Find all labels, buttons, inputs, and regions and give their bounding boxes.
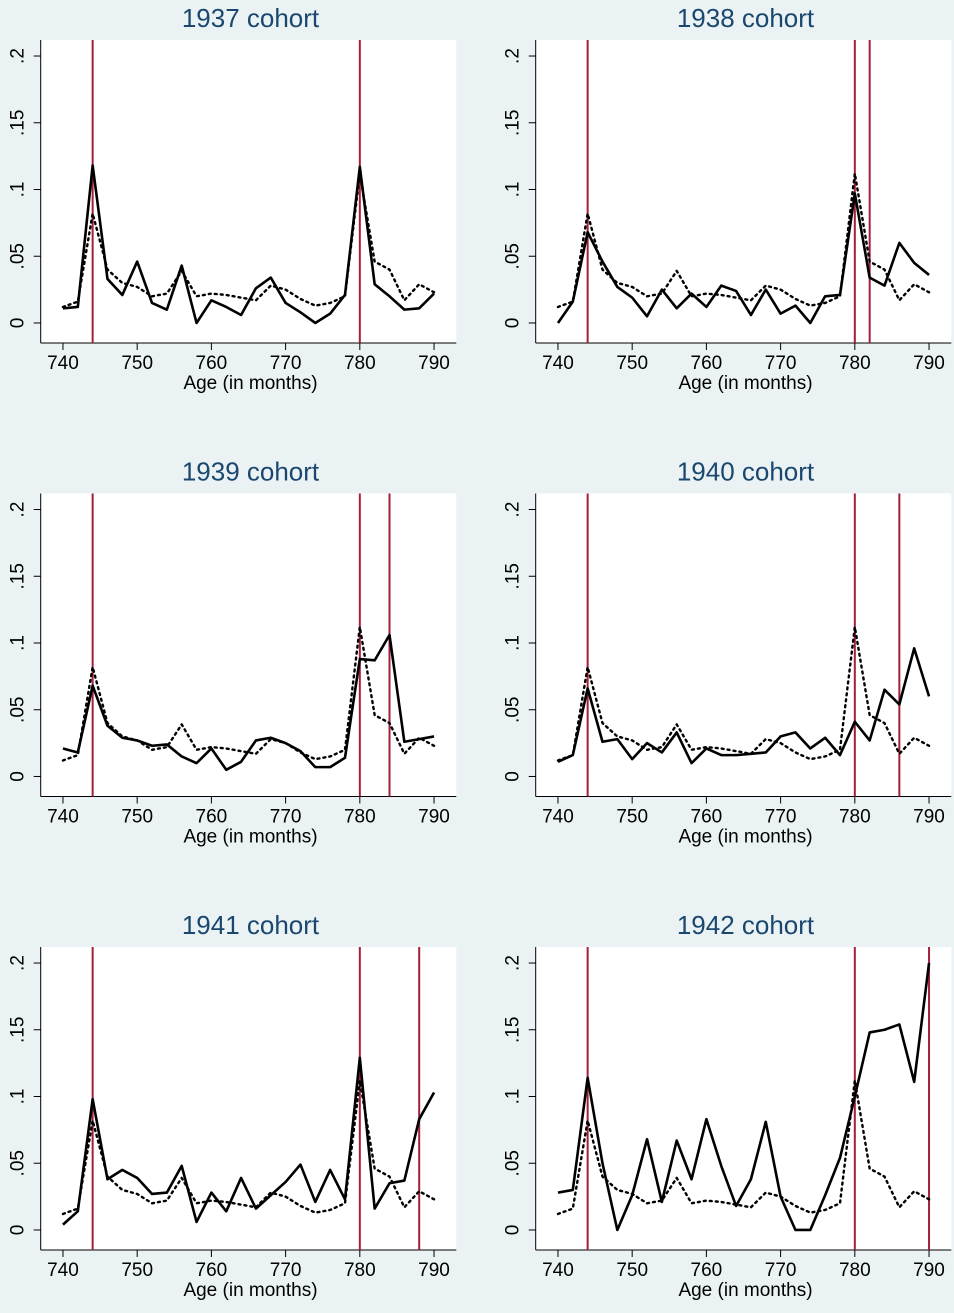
plot-area	[535, 947, 952, 1250]
x-tick-label: 790	[913, 807, 945, 828]
y-tick-label: .2	[8, 502, 29, 518]
x-tick-label: 740	[47, 1260, 79, 1281]
series-line	[62, 1056, 436, 1226]
x-tick-label: 780	[344, 1260, 376, 1281]
y-tick-label: .1	[503, 182, 524, 198]
x-tick-label: 760	[691, 807, 723, 828]
y-tick-label: 0	[8, 771, 29, 782]
y-tick-label: .05	[8, 697, 29, 723]
y-tick-label: .2	[503, 955, 524, 971]
y-tick-label: 0	[8, 1225, 29, 1236]
x-tick-label: 770	[765, 1260, 797, 1281]
x-axis-title: Age (in months)	[678, 827, 812, 848]
chart-title: 1938 cohort	[677, 3, 815, 33]
chart-title: 1942 cohort	[677, 910, 815, 940]
series-line	[557, 647, 931, 765]
x-tick-label: 770	[270, 353, 302, 374]
x-axis-title: Age (in months)	[678, 1280, 812, 1301]
plot-area	[40, 493, 457, 797]
series-line	[61, 625, 436, 762]
x-tick-label: 740	[542, 353, 574, 374]
x-tick-label: 780	[344, 353, 376, 374]
x-tick-label: 790	[418, 807, 450, 828]
y-tick-label: 0	[503, 771, 524, 782]
y-tick-label: 0	[503, 318, 524, 329]
x-tick-label: 750	[121, 807, 153, 828]
x-tick-label: 770	[270, 807, 302, 828]
plot-area	[535, 40, 952, 343]
y-tick-label: .1	[8, 182, 29, 198]
y-tick-label: .2	[503, 48, 524, 64]
x-tick-label: 790	[418, 1260, 450, 1281]
y-tick-label: .15	[503, 1017, 524, 1043]
plot-area	[40, 947, 457, 1250]
x-tick-label: 740	[542, 1260, 574, 1281]
x-tick-label: 750	[121, 1260, 153, 1281]
x-tick-label: 780	[344, 807, 376, 828]
x-tick-label: 740	[542, 807, 574, 828]
x-axis-title: Age (in months)	[678, 373, 812, 394]
x-tick-label: 750	[616, 1260, 648, 1281]
x-tick-label: 760	[691, 353, 723, 374]
plot-area	[535, 493, 952, 797]
series-line	[556, 1079, 931, 1216]
y-tick-label: .1	[503, 1089, 524, 1105]
y-tick-label: 0	[8, 318, 29, 329]
series-line	[557, 962, 931, 1232]
y-tick-label: .15	[8, 563, 29, 589]
x-tick-label: 760	[196, 807, 228, 828]
x-tick-label: 790	[418, 353, 450, 374]
y-tick-label: .1	[8, 635, 29, 651]
y-tick-label: .05	[503, 697, 524, 723]
chart-title: 1941 cohort	[182, 910, 320, 940]
x-tick-label: 760	[691, 1260, 723, 1281]
x-axis-title: Age (in months)	[183, 1280, 317, 1301]
x-tick-label: 770	[765, 353, 797, 374]
y-tick-label: .05	[8, 243, 29, 269]
x-axis-title: Age (in months)	[183, 373, 317, 394]
x-tick-label: 790	[913, 353, 945, 374]
y-tick-label: .15	[503, 563, 524, 589]
series-line	[61, 1079, 436, 1216]
x-tick-label: 760	[196, 1260, 228, 1281]
x-tick-label: 740	[47, 353, 79, 374]
x-tick-label: 760	[196, 353, 228, 374]
plot-area	[40, 40, 457, 343]
x-axis-title: Age (in months)	[183, 827, 317, 848]
x-tick-label: 780	[839, 1260, 871, 1281]
y-tick-label: .1	[8, 1089, 29, 1105]
x-tick-label: 750	[616, 353, 648, 374]
x-tick-label: 750	[121, 353, 153, 374]
chart-title: 1940 cohort	[677, 456, 815, 486]
series-line	[556, 172, 931, 309]
x-tick-label: 770	[765, 807, 797, 828]
x-tick-label: 780	[839, 807, 871, 828]
y-tick-label: .2	[8, 955, 29, 971]
y-tick-label: .15	[8, 1017, 29, 1043]
y-tick-label: 0	[503, 1225, 524, 1236]
y-tick-label: .15	[503, 110, 524, 136]
y-tick-label: .2	[8, 48, 29, 64]
y-tick-label: .05	[8, 1150, 29, 1176]
x-tick-label: 780	[839, 353, 871, 374]
series-line	[62, 164, 435, 325]
series-line	[556, 625, 931, 762]
x-tick-label: 790	[913, 1260, 945, 1281]
x-tick-label: 750	[616, 807, 648, 828]
y-tick-label: .15	[8, 110, 29, 136]
chart-title: 1939 cohort	[182, 456, 320, 486]
y-tick-label: .1	[503, 635, 524, 651]
y-tick-label: .05	[503, 243, 524, 269]
chart-title: 1937 cohort	[182, 3, 320, 33]
series-line	[556, 192, 930, 325]
x-tick-label: 770	[270, 1260, 302, 1281]
y-tick-label: .2	[503, 502, 524, 518]
y-tick-label: .05	[503, 1150, 524, 1176]
series-line	[61, 172, 436, 309]
x-tick-label: 740	[47, 807, 79, 828]
